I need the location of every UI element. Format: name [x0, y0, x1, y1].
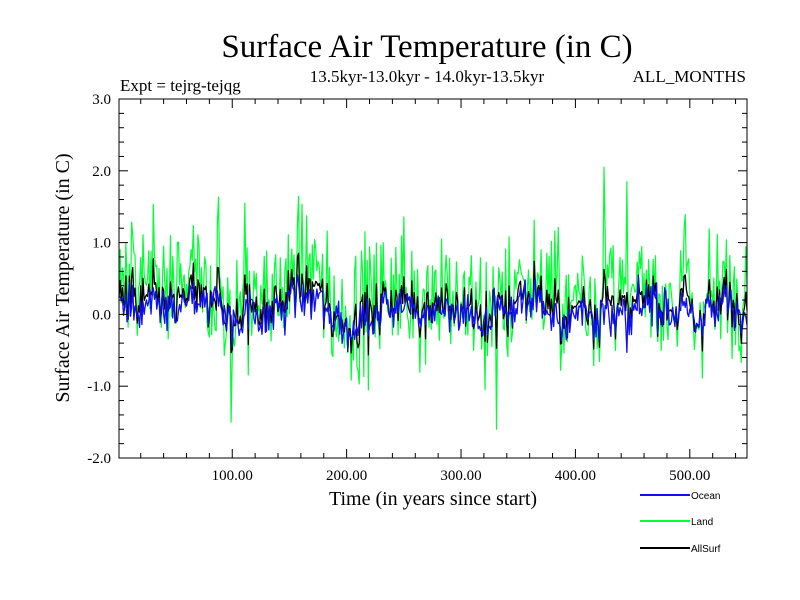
plot-series — [118, 166, 748, 430]
y-tick-label: 3.0 — [92, 92, 111, 108]
y-tick-label: -2.0 — [87, 451, 111, 467]
plot-frame — [118, 98, 748, 459]
legend: Ocean Land AllSurf — [640, 491, 721, 555]
legend-label-ocean: Ocean — [691, 491, 720, 502]
x-tick-label: 500.00 — [669, 468, 710, 484]
x-axis: 100.00 200.00 300.00 400.00 500.00 — [140, 99, 737, 484]
legend-label-allsurf: AllSurf — [691, 544, 721, 555]
chart-subtitle-center: 13.5kyr-13.0kyr - 14.0kyr-13.5kyr — [310, 67, 545, 86]
y-axis: -2.0 -1.0 0.0 1.0 2.0 3.0 — [87, 92, 747, 467]
chart-subtitle-left: Expt = tejrg-tejqg — [120, 76, 241, 95]
x-tick-label: 200.00 — [326, 468, 367, 484]
series-ocean-line — [118, 274, 748, 353]
x-tick-label: 300.00 — [440, 468, 481, 484]
y-axis-label: Surface Air Temperature (in C) — [52, 153, 74, 402]
y-tick-label: 2.0 — [92, 164, 111, 180]
chart-title: Surface Air Temperature (in C) — [221, 29, 632, 65]
legend-label-land: Land — [691, 517, 713, 528]
x-tick-label: 100.00 — [212, 468, 253, 484]
y-tick-label: 1.0 — [92, 236, 111, 252]
y-tick-label: -1.0 — [87, 379, 111, 395]
x-tick-label: 400.00 — [555, 468, 596, 484]
x-axis-label: Time (in years since start) — [329, 488, 537, 510]
chart-subtitle-right: ALL_MONTHS — [633, 67, 746, 86]
y-tick-label: 0.0 — [92, 307, 111, 323]
